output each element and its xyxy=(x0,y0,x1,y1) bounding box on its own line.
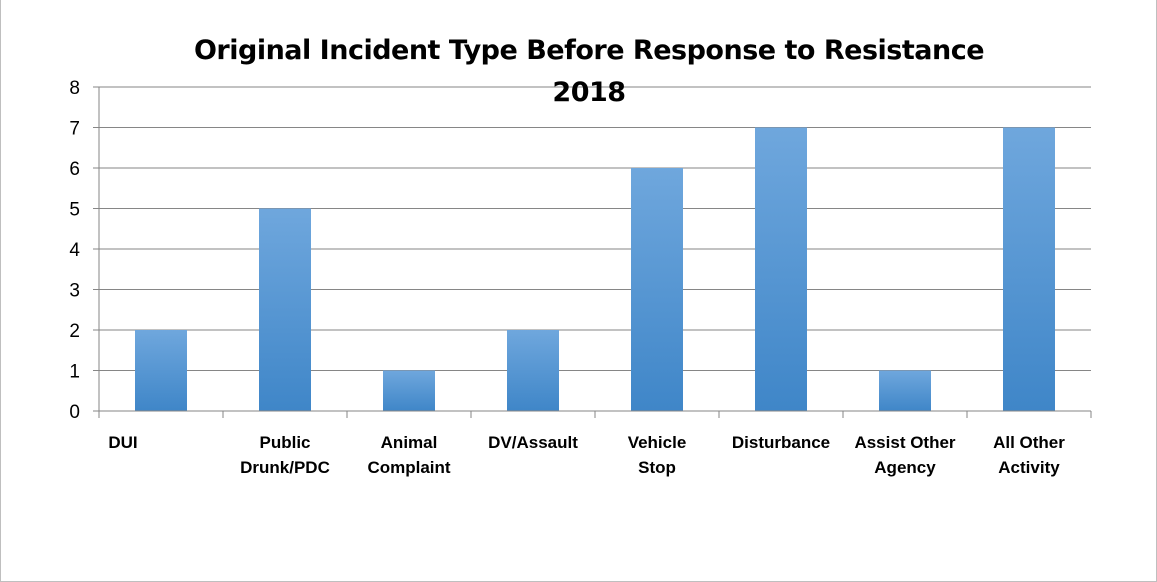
bar xyxy=(879,370,931,411)
y-tick-label: 2 xyxy=(69,321,80,342)
bar xyxy=(135,330,187,411)
bar xyxy=(507,330,559,411)
bar xyxy=(755,127,807,411)
bar xyxy=(383,370,435,411)
y-tick-label: 3 xyxy=(69,281,80,302)
y-tick-label: 1 xyxy=(69,362,80,383)
y-tick-label: 0 xyxy=(69,402,80,423)
x-tick-label: Vehicle Stop xyxy=(628,433,687,477)
bar xyxy=(1003,127,1055,411)
bar xyxy=(259,208,311,411)
x-tick-label: DUI xyxy=(108,433,137,452)
y-tick-label: 7 xyxy=(69,119,80,140)
chart-title: Original Incident Type Before Response t… xyxy=(193,35,985,66)
y-tick-label: 4 xyxy=(69,240,80,261)
y-tick-label: 6 xyxy=(69,159,80,180)
x-tick-label: Animal Complaint xyxy=(367,433,450,477)
x-tick-label: All Other Activity xyxy=(993,433,1065,477)
y-tick-label: 8 xyxy=(69,78,80,99)
x-tick-label: Disturbance xyxy=(732,433,830,452)
x-tick-label: DV/Assault xyxy=(488,433,578,452)
chart-subtitle-year: 2018 xyxy=(552,77,626,108)
y-tick-label: 5 xyxy=(69,200,80,221)
x-tick-label: Assist Other Agency xyxy=(854,433,955,477)
bar xyxy=(631,168,683,411)
x-tick-label: Public Drunk/PDC xyxy=(240,433,330,477)
